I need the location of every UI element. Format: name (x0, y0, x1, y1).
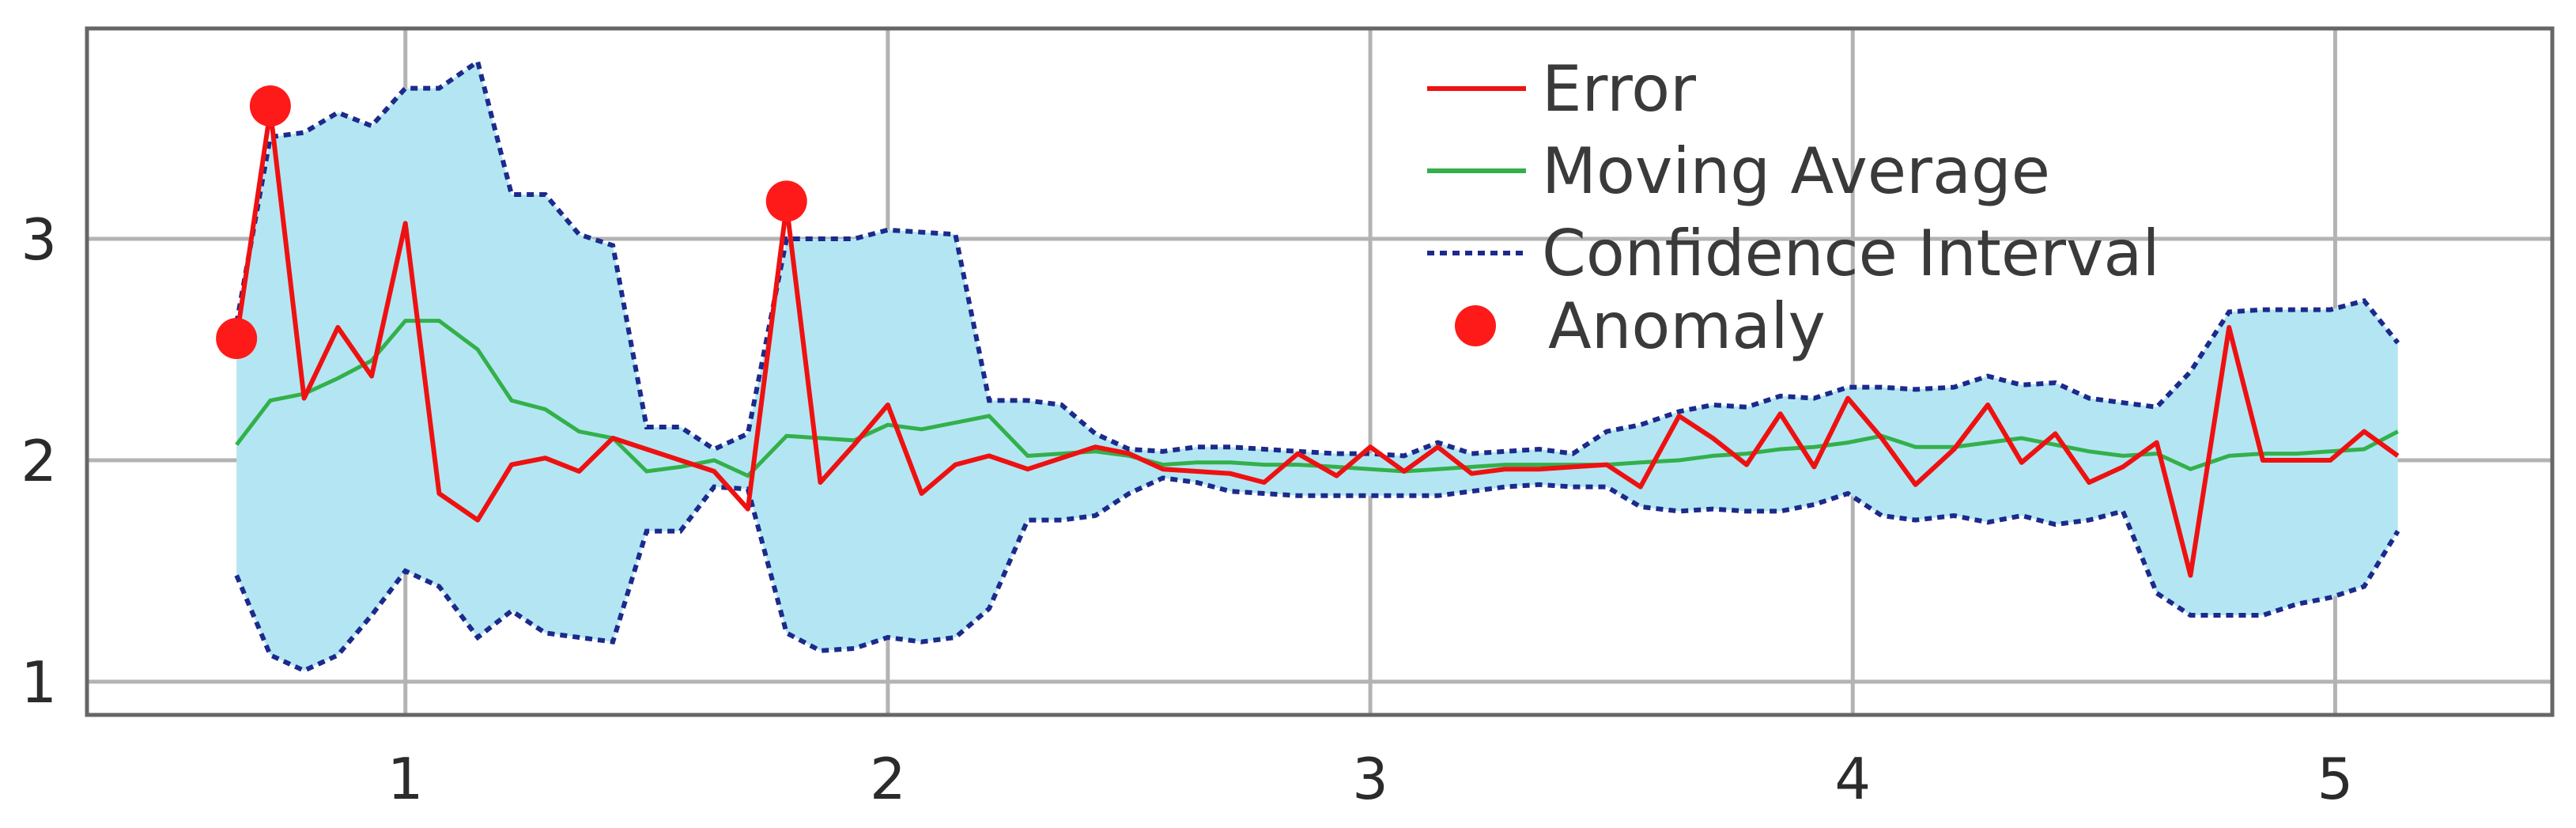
x-tick-label: 2 (870, 746, 906, 812)
anomaly-point (216, 318, 258, 359)
x-tick-label: 5 (2317, 746, 2354, 812)
y-tick-label: 3 (21, 206, 57, 273)
tick-labels: 1 2 3 4 5 1 2 3 (21, 206, 2353, 812)
x-tick-label: 4 (1834, 746, 1871, 812)
y-tick-label: 1 (21, 649, 57, 716)
legend-label-moving-average: Moving Average (1542, 134, 2050, 208)
x-tick-label: 3 (1352, 746, 1388, 812)
error-line (234, 108, 2400, 578)
confidence-lower-line (234, 475, 2400, 674)
confidence-band (236, 62, 2398, 671)
confidence-upper-line (234, 58, 2400, 459)
anomaly-point (249, 85, 291, 127)
anomaly-points (216, 85, 807, 359)
anomaly-point (765, 180, 807, 222)
legend-swatch-anomaly (1455, 305, 1496, 346)
x-tick-label: 1 (387, 746, 424, 812)
legend-label-confidence-interval: Confidence Interval (1542, 217, 2160, 290)
plot-frame (85, 26, 2555, 717)
legend-label-error: Error (1542, 52, 1696, 126)
y-tick-label: 2 (21, 428, 57, 494)
legend-label-anomaly: Anomaly (1548, 289, 1826, 363)
legend: Error Moving Average Confidence Interval… (1427, 52, 2160, 363)
